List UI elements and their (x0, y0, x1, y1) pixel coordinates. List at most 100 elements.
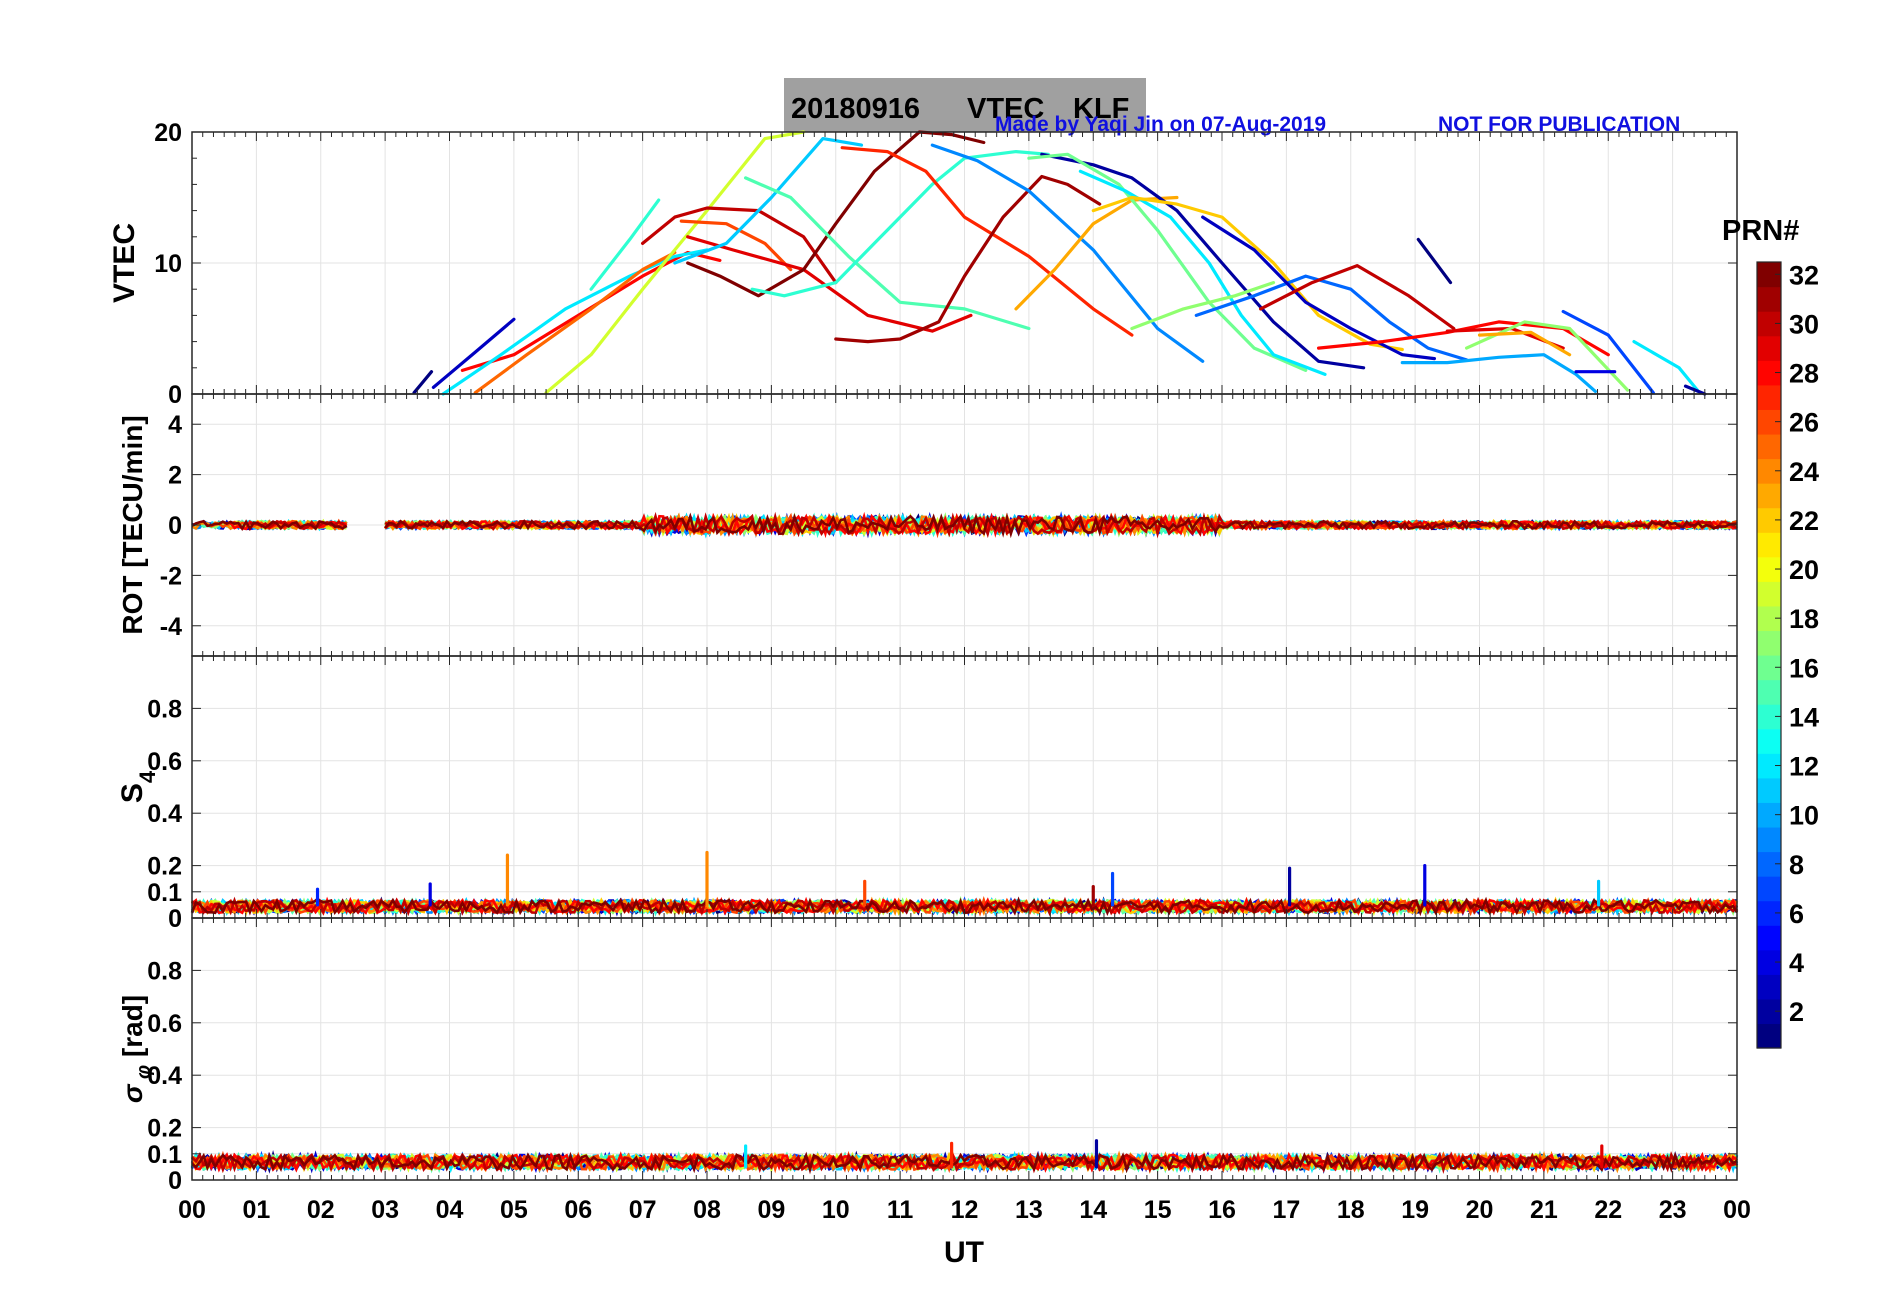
y-tick-label: 0.1 (147, 879, 182, 907)
x-tick-labels: 00 01 02 03 04 05 06 07 08 09 10 11 12 13 14 15 16 17 18 19… (178, 1196, 1751, 1224)
credit-text: Made by Yaqi Jin on 07-Aug-2019 (995, 113, 1326, 136)
colorbar-tick-label: 26 (1789, 408, 1819, 438)
colorbar-tick-label: 8 (1789, 850, 1804, 880)
vtec-series-prn-1 (412, 370, 434, 395)
colorbar-band (1757, 483, 1781, 509)
vtec-series-prn-7 (1561, 309, 1655, 395)
rot-ylabel: ROT [TECU/min] (117, 415, 148, 634)
y-tick-label: 0.6 (147, 1010, 182, 1038)
x-tick-label: 02 (307, 1196, 335, 1224)
sigma-phi-ylabel: σ φ [rad] (117, 995, 155, 1103)
title-product: VTEC (967, 93, 1044, 125)
y-tick-label: 10 (154, 250, 182, 278)
x-tick-label: 10 (822, 1196, 850, 1224)
vtec-panel: 0 10 20 VTEC (108, 119, 1738, 409)
colorbar-band (1757, 925, 1781, 951)
colorbar-frame (1756, 261, 1782, 1049)
y-tick-label: 0.4 (147, 800, 182, 828)
vtec-series-prn-16 (1027, 152, 1308, 372)
y-tick-label: 0 (168, 1167, 182, 1195)
colorbar-band (1757, 679, 1781, 705)
vtec-series-prn-3 (1201, 215, 1437, 361)
vtec-series-prn-2 (1683, 384, 1707, 396)
x-tick-label: 06 (564, 1196, 592, 1224)
vtec-series-prn-27 (840, 146, 1134, 337)
x-tick-label: 21 (1530, 1196, 1558, 1224)
x-tick-label: 01 (242, 1196, 270, 1224)
colorbar-tick-label: 30 (1789, 309, 1819, 339)
colorbar-tick-label: 18 (1789, 604, 1819, 634)
colorbar-band (1757, 532, 1781, 558)
colorbar-label: PRN# (1722, 215, 1799, 247)
y-tick-label: 0.8 (147, 957, 182, 985)
colorbar-band (1757, 974, 1781, 1000)
vtec-series-prn-23 (1477, 330, 1572, 357)
vtec-series-prn-14 (750, 150, 1050, 298)
colorbar-band (1757, 384, 1781, 410)
x-axis-label: UT (944, 1236, 984, 1269)
colorbar-tick-label: 6 (1789, 899, 1804, 929)
colorbar-band (1757, 630, 1781, 656)
colorbar-band (1757, 335, 1781, 361)
y-tick-label: 2 (168, 462, 182, 490)
x-tick-label: 18 (1337, 1196, 1365, 1224)
vtec-series-prn-12 (441, 248, 709, 396)
vtec-series-prn-12 (1078, 169, 1327, 376)
x-tick-label: 12 (951, 1196, 979, 1224)
colorbar-tick-label: 4 (1789, 948, 1804, 978)
y-tick-label: -4 (160, 613, 182, 641)
colorbar-tick-label: 20 (1789, 555, 1819, 585)
colorbar-tick-label: 24 (1789, 457, 1819, 487)
colorbar-tick-label: 10 (1789, 801, 1819, 831)
vtec-series-prn-12 (1632, 340, 1701, 393)
vtec-series-prn-8 (1194, 274, 1469, 362)
y-tick-label: 0 (168, 512, 182, 540)
colorbar-tick-label: 16 (1789, 653, 1819, 683)
x-tick-label: 04 (436, 1196, 464, 1224)
x-tick-label: 13 (1015, 1196, 1043, 1224)
s4-panel: 00.10.2 0.4 0.6 0.8 S4 (116, 655, 1739, 933)
vtec-series-prn-15 (743, 176, 1031, 331)
colorbar-tick-label: 32 (1789, 260, 1819, 290)
rot-trace-prn-30 (384, 511, 1738, 539)
x-tick-label: 14 (1079, 1196, 1107, 1224)
colorbar-tick-label: 12 (1789, 752, 1819, 782)
colorbar-band (1757, 286, 1781, 312)
vtec-series-prn-29 (686, 235, 973, 333)
colorbar-tick-label: 2 (1789, 997, 1804, 1027)
colorbar-tick-label: 14 (1789, 702, 1819, 732)
colorbar-band (1757, 433, 1781, 460)
vtec-series-prn-9 (930, 143, 1205, 363)
colorbar-band (1757, 1023, 1781, 1049)
colorbar-band (1757, 581, 1781, 607)
colorbar-tick-label: 28 (1789, 359, 1819, 389)
x-tick-label: 19 (1401, 1196, 1429, 1224)
x-tick-label: 05 (500, 1196, 528, 1224)
vtec-series-prn-10 (1400, 353, 1598, 393)
vtec-series-prn-1 (1416, 237, 1453, 285)
vtec-series-prn-28 (1316, 320, 1610, 357)
y-tick-label: 0 (168, 905, 182, 933)
x-tick-label: 08 (693, 1196, 721, 1224)
x-tick-label: 07 (629, 1196, 657, 1224)
x-tick-label: 20 (1466, 1196, 1494, 1224)
colorbar-band (1757, 777, 1781, 803)
y-tick-label: 0.4 (147, 1062, 182, 1090)
vtec-series-prn-30 (1258, 264, 1456, 331)
colorbar-band (1757, 826, 1781, 853)
title-box (784, 78, 1146, 132)
vtec-series-prn-22 (1091, 195, 1404, 352)
x-tick-label: 00 (1723, 1196, 1751, 1224)
y-tick-label: 0.6 (147, 748, 182, 776)
y-tick-label: 0.2 (147, 1115, 182, 1143)
x-tick-label: 22 (1594, 1196, 1622, 1224)
vtec-series-prn-11 (673, 137, 864, 265)
sigma-phi-panel: 00.10.2 0.4 0.6 0.8 σ φ [rad] (117, 917, 1739, 1195)
x-tick-label: 00 (178, 1196, 206, 1224)
s4-ylabel: S4 (116, 770, 160, 803)
vtec-ylabel: VTEC (108, 223, 141, 303)
y-tick-label: 0.2 (147, 853, 182, 881)
rot-panel: -4 -2 0 2 4 ROT [TECU/min] (117, 393, 1738, 657)
